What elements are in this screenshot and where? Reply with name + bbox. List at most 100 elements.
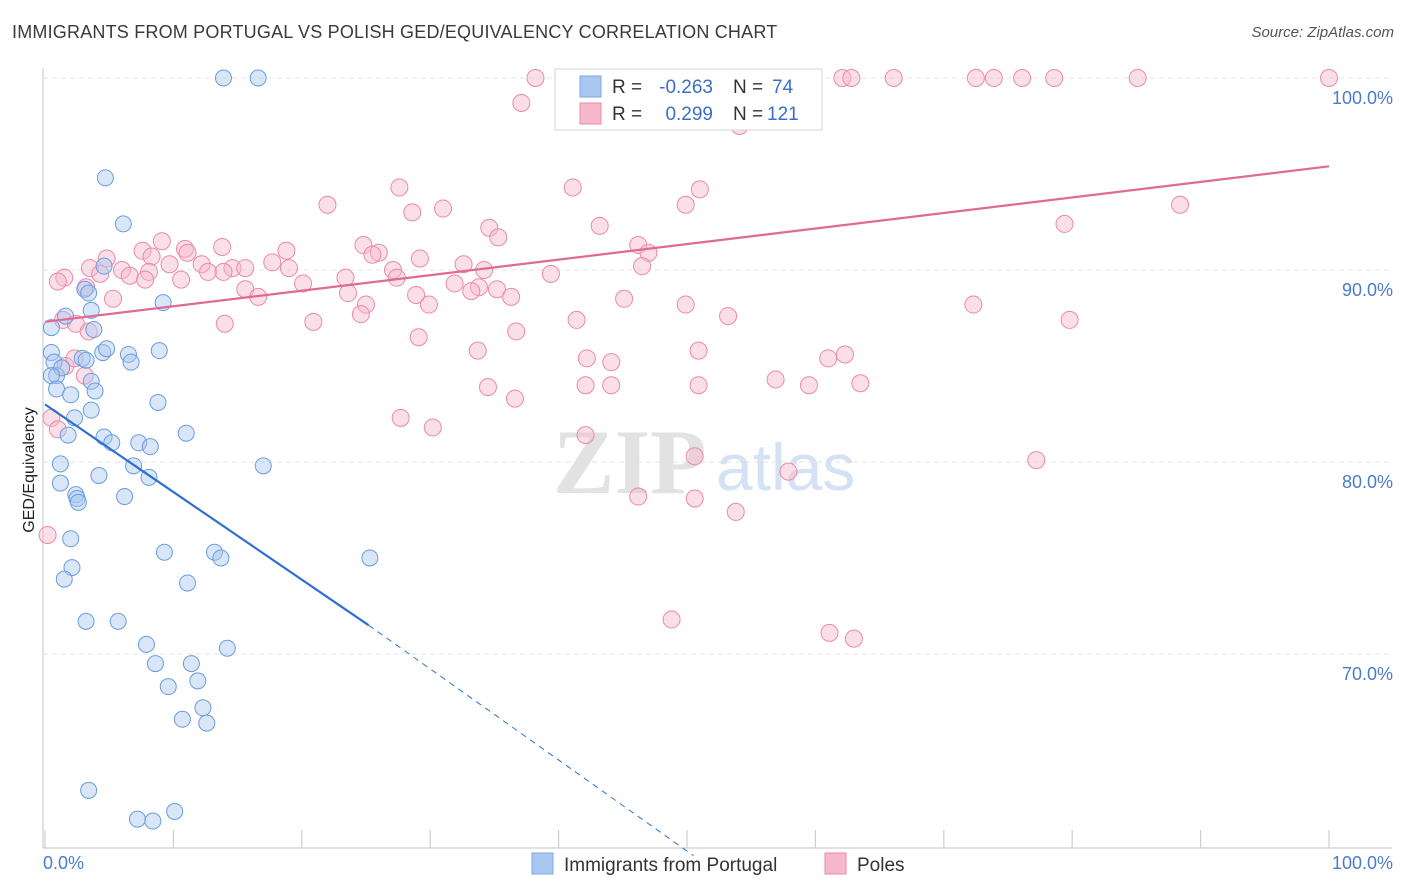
portugal-point xyxy=(249,69,267,87)
source-label: Source: ZipAtlas.com xyxy=(1251,24,1394,41)
portugal-point xyxy=(55,570,73,588)
poles-point xyxy=(676,295,695,314)
legend-r-label-1: R = xyxy=(612,77,642,98)
poles-point xyxy=(178,243,197,262)
poles-point xyxy=(505,389,524,408)
portugal-point xyxy=(212,549,230,567)
portugal-point xyxy=(155,543,173,561)
poles-point xyxy=(468,341,487,360)
poles-points xyxy=(38,69,1338,648)
poles-point xyxy=(419,295,438,314)
portugal-point xyxy=(59,426,77,444)
poles-point xyxy=(690,180,709,199)
portugal-point xyxy=(69,493,87,511)
poles-point xyxy=(351,305,370,324)
poles-point xyxy=(726,502,745,521)
poles-point xyxy=(526,69,545,87)
legend-swatch-poles xyxy=(579,102,602,125)
legend-n-value-poles: 121 xyxy=(767,104,799,125)
poles-point xyxy=(160,255,179,274)
series-legend: Immigrants from Portugal Poles xyxy=(531,852,905,876)
poles-point xyxy=(403,203,422,222)
portugal-point xyxy=(48,380,66,398)
poles-point xyxy=(602,376,621,395)
poles-point xyxy=(590,216,609,235)
poles-point xyxy=(410,249,429,268)
poles-point xyxy=(629,487,648,506)
poles-point xyxy=(152,232,171,251)
chart-title: IMMIGRANTS FROM PORTUGAL VS POLISH GED/E… xyxy=(12,22,778,42)
portugal-point xyxy=(77,351,95,369)
portugal-point xyxy=(103,434,121,452)
poles-point xyxy=(91,264,110,283)
portugal-point xyxy=(166,802,184,820)
poles-point xyxy=(423,418,442,437)
portugal-point xyxy=(62,530,80,548)
poles-point xyxy=(294,274,313,293)
poles-point xyxy=(354,236,373,255)
poles-point xyxy=(1027,451,1046,470)
portugal-point xyxy=(109,612,127,630)
poles-point xyxy=(844,629,863,648)
poles-point xyxy=(884,69,903,87)
poles-point xyxy=(478,378,497,397)
series-legend-label-portugal: Immigrants from Portugal xyxy=(564,855,777,876)
portugal-point xyxy=(189,672,207,690)
poles-point xyxy=(279,259,298,278)
poles-point xyxy=(407,285,426,304)
poles-point xyxy=(779,462,798,481)
y-tick-label: 90.0% xyxy=(1342,280,1393,300)
poles-point xyxy=(192,255,211,274)
poles-point xyxy=(215,314,234,333)
legend-swatch-portugal xyxy=(579,75,602,98)
poles-point xyxy=(1055,214,1074,233)
poles-point xyxy=(964,295,983,314)
portugal-point xyxy=(77,612,95,630)
poles-point xyxy=(507,322,526,341)
portugal-point xyxy=(198,714,216,732)
poles-point xyxy=(1013,69,1032,87)
poles-point xyxy=(1060,310,1079,329)
poles-point xyxy=(38,525,57,544)
poles-point xyxy=(136,270,155,289)
series-legend-swatch-poles xyxy=(824,852,847,875)
poles-point xyxy=(172,270,191,289)
portugal-point xyxy=(82,301,100,319)
poles-point xyxy=(133,241,152,260)
poles-point xyxy=(48,420,67,439)
poles-point xyxy=(75,366,94,385)
portugal-points xyxy=(42,69,379,830)
poles-point xyxy=(213,237,232,256)
portugal-point xyxy=(141,438,159,456)
poles-point xyxy=(689,341,708,360)
poles-point xyxy=(1320,69,1338,87)
poles-point xyxy=(357,295,375,314)
poles-point xyxy=(576,426,595,445)
portugal-point xyxy=(42,319,60,337)
legend-n-label-2: N = xyxy=(733,104,763,125)
y-tick-label: 70.0% xyxy=(1342,664,1393,684)
poles-point xyxy=(487,280,506,299)
poles-point xyxy=(676,195,695,214)
poles-point xyxy=(766,370,785,389)
portugal-point xyxy=(80,781,98,799)
portugal-point xyxy=(214,69,232,87)
portugal-point xyxy=(57,307,75,325)
portugal-point xyxy=(85,321,103,339)
poles-point xyxy=(615,289,634,308)
poles-point xyxy=(502,287,521,306)
poles-point xyxy=(633,257,652,276)
poles-point xyxy=(318,195,337,214)
poles-point xyxy=(577,349,596,368)
poles-point xyxy=(820,623,839,642)
poles-point xyxy=(489,228,508,247)
portugal-point xyxy=(205,543,223,561)
poles-point xyxy=(685,447,704,466)
poles-point xyxy=(1045,69,1064,87)
portugal-point xyxy=(51,455,69,473)
poles-point xyxy=(409,328,428,347)
poles-point xyxy=(480,218,499,237)
legend-n-label-1: N = xyxy=(733,77,763,98)
portugal-point xyxy=(42,367,60,385)
